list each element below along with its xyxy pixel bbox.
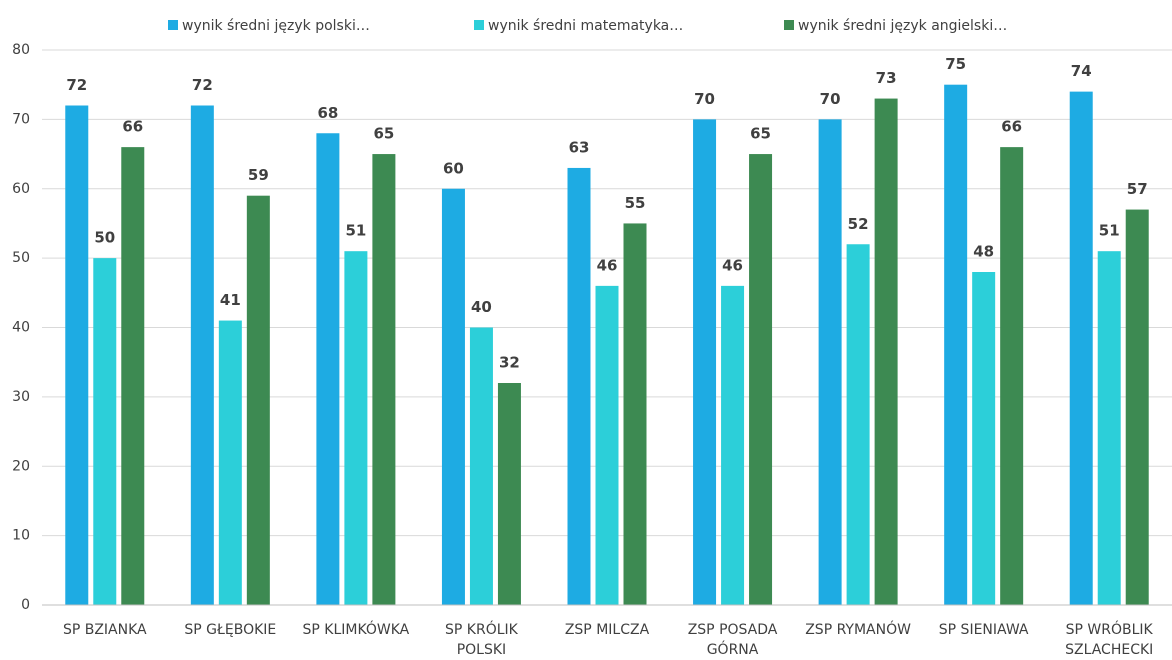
data-label: 73 — [876, 69, 897, 87]
data-label: 55 — [625, 194, 646, 212]
bar — [93, 258, 117, 605]
x-tick-label: SP KLIMKÓWKA — [302, 622, 410, 638]
bar — [567, 167, 591, 605]
x-tick-label: SP BZIANKA — [62, 622, 147, 638]
data-label: 70 — [820, 90, 841, 108]
data-label: 51 — [345, 222, 366, 240]
y-tick-label: 60 — [12, 181, 30, 197]
x-tick-label: SP WRÓBLIK SZLACHECKI — [1065, 622, 1154, 658]
y-tick-label: 10 — [12, 528, 30, 544]
bar — [469, 327, 493, 605]
bar — [121, 147, 145, 605]
data-label: 46 — [722, 256, 743, 274]
legend-label: wynik średni matematyka… — [488, 18, 683, 34]
bar — [1000, 147, 1024, 605]
bar — [441, 188, 465, 605]
bar — [344, 251, 368, 605]
data-label: 40 — [471, 298, 492, 316]
bar — [372, 154, 396, 605]
data-label: 68 — [317, 104, 338, 122]
y-tick-label: 80 — [12, 42, 30, 58]
bar — [218, 320, 242, 605]
legend-swatch — [784, 20, 794, 30]
data-label: 51 — [1099, 222, 1120, 240]
data-label: 74 — [1071, 62, 1092, 80]
x-tick-label: ZSP MILCZA — [564, 622, 650, 638]
data-label: 59 — [248, 166, 269, 184]
x-tick-label: SP SIENIAWA — [938, 622, 1029, 638]
data-label: 70 — [694, 90, 715, 108]
legend-label: wynik średni język angielski… — [798, 18, 1007, 34]
data-label: 46 — [597, 256, 618, 274]
y-tick-label: 70 — [12, 111, 30, 127]
bar — [1097, 251, 1121, 605]
legend-swatch — [168, 20, 178, 30]
y-tick-label: 50 — [12, 250, 30, 266]
data-label: 72 — [192, 76, 213, 94]
data-label: 75 — [945, 55, 966, 73]
data-label: 65 — [750, 125, 771, 143]
y-tick-label: 30 — [12, 389, 30, 405]
data-label: 66 — [122, 118, 143, 136]
data-label: 50 — [94, 229, 115, 247]
y-tick-label: 20 — [12, 458, 30, 474]
bar — [1069, 91, 1093, 605]
bar — [874, 98, 898, 605]
bar — [497, 383, 521, 605]
data-label: 66 — [1001, 118, 1022, 136]
y-tick-label: 0 — [21, 597, 30, 613]
x-tick-label: SP KRÓLIK POLSKI — [445, 622, 518, 658]
bar — [595, 285, 619, 605]
bar — [944, 84, 968, 605]
x-tick-label: ZSP POSADA GÓRNA — [687, 622, 778, 658]
bar — [246, 195, 270, 605]
bar — [818, 119, 842, 605]
data-label: 41 — [220, 291, 241, 309]
bar — [846, 244, 870, 605]
legend-label: wynik średni język polski… — [182, 18, 370, 34]
data-label: 63 — [569, 138, 590, 156]
data-label: 72 — [66, 76, 87, 94]
x-tick-label: ZSP RYMANÓW — [805, 622, 911, 638]
y-tick-label: 40 — [12, 320, 30, 336]
bar — [65, 105, 89, 605]
bar — [1125, 209, 1149, 605]
bar — [749, 154, 773, 605]
bar — [721, 285, 745, 605]
bar — [190, 105, 214, 605]
bar — [316, 133, 340, 605]
data-label: 65 — [373, 125, 394, 143]
data-label: 57 — [1127, 180, 1148, 198]
data-label: 60 — [443, 159, 464, 177]
data-label: 48 — [973, 243, 994, 261]
data-label: 52 — [848, 215, 869, 233]
bar — [623, 223, 647, 605]
legend-swatch — [474, 20, 484, 30]
bar — [693, 119, 717, 605]
x-tick-label: SP GŁĘBOKIE — [184, 622, 277, 638]
data-label: 32 — [499, 354, 520, 372]
bar — [972, 272, 996, 605]
